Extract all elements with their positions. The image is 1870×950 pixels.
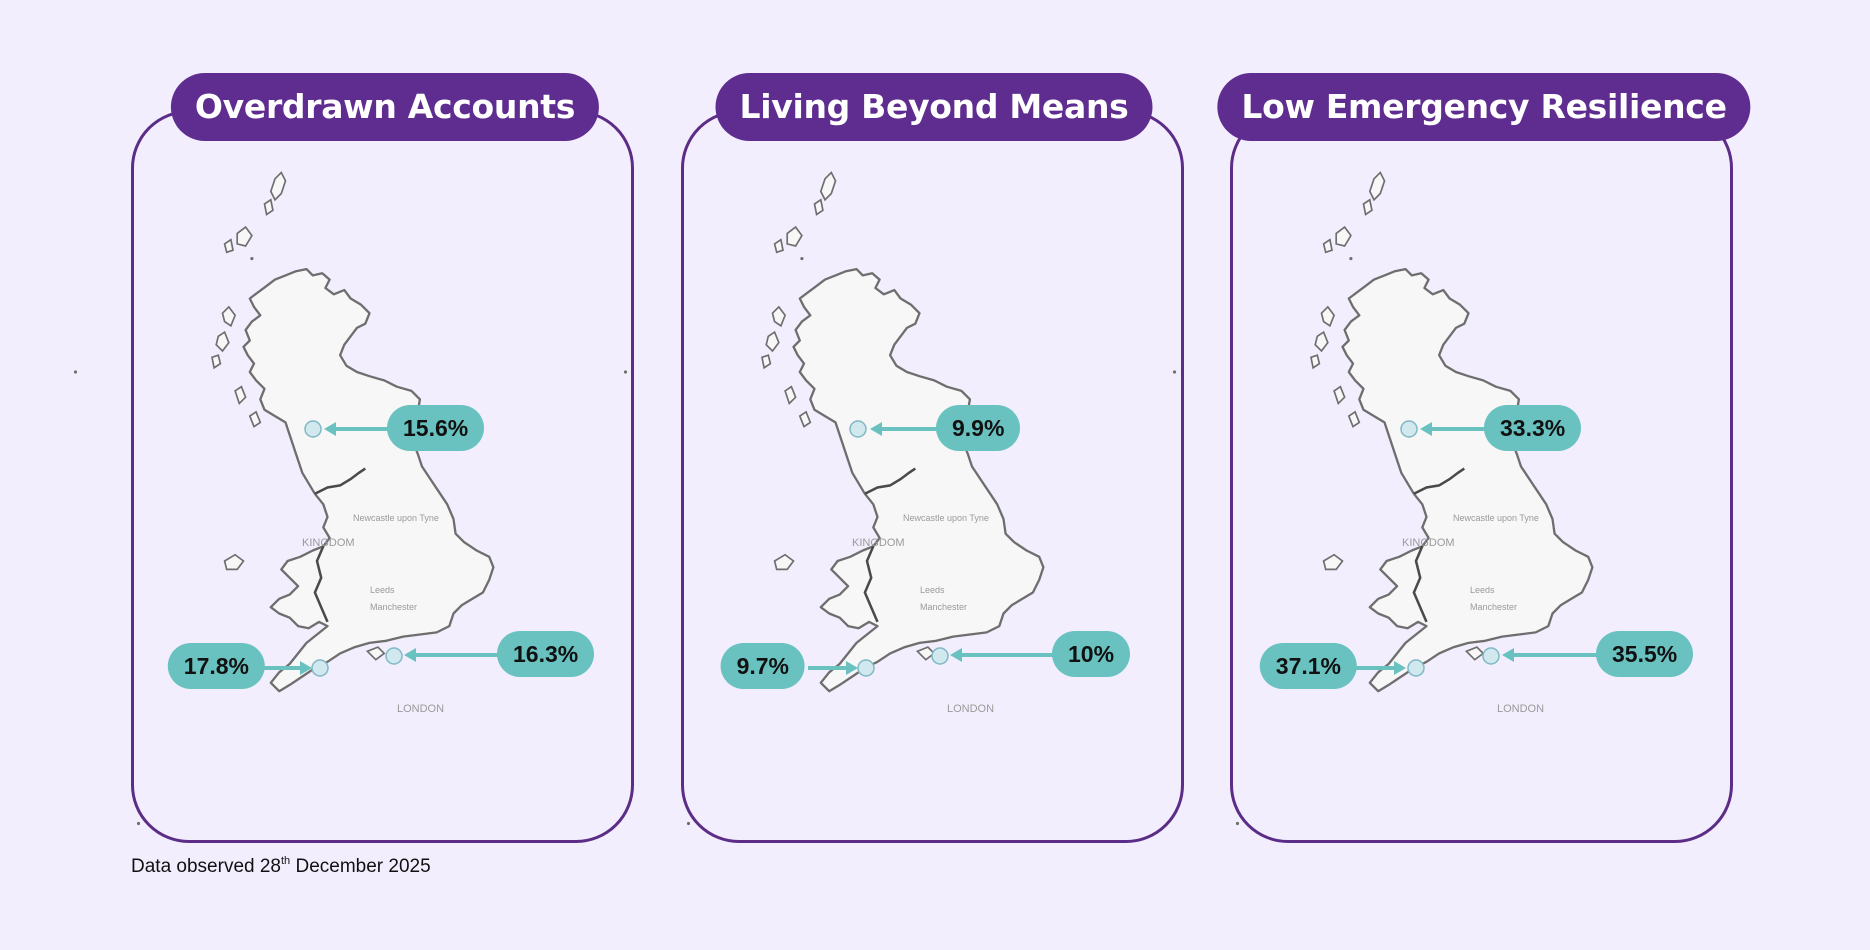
footnote-suffix: December 2025	[290, 856, 431, 877]
stat-wales-1: 17.8%	[167, 643, 265, 689]
stat-scotland-1: 15.6%	[387, 405, 485, 451]
panel-title-resilience: Low Emergency Resilience	[1217, 73, 1751, 141]
stat-england-3: 35.5%	[1596, 631, 1694, 677]
panel-overdrawn-accounts	[131, 110, 634, 843]
stat-wales-3: 37.1%	[1259, 643, 1357, 689]
stat-scotland-2: 9.9%	[936, 405, 1021, 451]
panel-title-overdrawn: Overdrawn Accounts	[170, 73, 600, 141]
panel-living-beyond-means	[681, 110, 1184, 843]
stat-england-1: 16.3%	[497, 631, 595, 677]
panel-title-living: Living Beyond Means	[715, 73, 1153, 141]
stat-wales-2: 9.7%	[720, 643, 805, 689]
footnote: Data observed 28th December 2025	[131, 855, 431, 878]
footnote-superscript: th	[281, 855, 291, 867]
stat-scotland-3: 33.3%	[1484, 405, 1582, 451]
panel-low-emergency-resilience	[1230, 110, 1733, 843]
footnote-prefix: Data observed 28	[131, 856, 281, 877]
stat-england-2: 10%	[1052, 631, 1131, 677]
